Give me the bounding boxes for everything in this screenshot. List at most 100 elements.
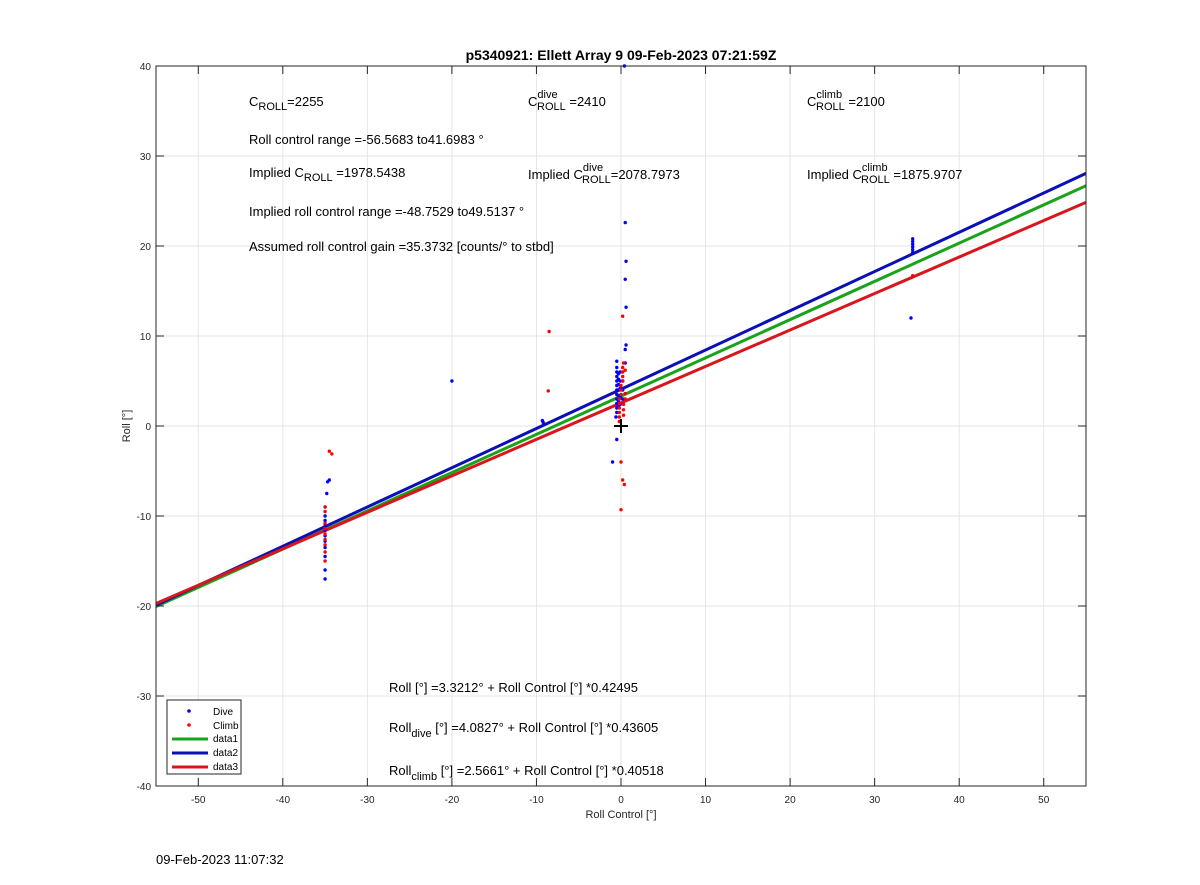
annotation-implied-c-roll-dive: Implied Cdive ROLL=2078.7973	[528, 162, 680, 186]
x-tick-label: -30	[360, 795, 375, 806]
data-point-dive	[615, 365, 619, 370]
data-point-dive	[624, 343, 628, 347]
legend-marker-climb	[187, 723, 191, 727]
fit-line-data3	[155, 200, 1087, 605]
legend-box	[166, 699, 242, 775]
data-point-climb	[621, 408, 626, 412]
data-point-dive	[615, 401, 619, 406]
data-point-dive	[910, 237, 915, 241]
y-tick-label: -30	[137, 692, 152, 703]
data-point-climb	[620, 379, 625, 383]
data-point-climb	[620, 314, 625, 318]
annotation-implied-c-roll: Implied CROLL =1978.5438	[249, 165, 405, 184]
data-point-dive	[618, 379, 622, 383]
x-tick-label: -10	[529, 795, 544, 806]
equation-dive: Rolldive [°] =4.0827° + Roll Control [°]…	[389, 720, 658, 740]
data-point-climb	[621, 413, 626, 417]
y-tick-label: 20	[140, 242, 152, 253]
data-point-dive	[323, 568, 327, 572]
data-point-climb	[546, 389, 550, 393]
data-point-dive	[323, 518, 327, 523]
legend-label-climb: Climb	[213, 721, 239, 732]
data-point-climb	[617, 406, 622, 410]
data-point-dive	[910, 239, 915, 244]
legend-label-dive: Dive	[213, 707, 233, 718]
data-point-dive	[623, 277, 627, 281]
x-tick-label: 30	[869, 795, 881, 806]
annotation-c-roll-climb: Cclimb ROLL =2100	[807, 89, 885, 113]
y-tick-label: 0	[145, 422, 151, 433]
axis-ticks: -50 -40 -30 -20 -10 0 10 20 30 40 50 -40 -30 -20 -10 0 1…	[137, 62, 1086, 806]
x-tick-label: -50	[191, 795, 206, 806]
data-point-dive	[910, 247, 915, 252]
chart-title: p5340921: Ellett Array 9 09-Feb-2023 07:…	[466, 47, 777, 63]
data-point-dive	[541, 420, 545, 425]
data-point-climb	[323, 521, 327, 525]
x-tick-label: -20	[445, 795, 460, 806]
data-point-dive	[623, 220, 627, 225]
data-point-climb	[617, 410, 622, 415]
y-axis-label: Roll [°]	[121, 410, 133, 443]
data-point-climb	[327, 449, 332, 453]
data-point-dive	[323, 554, 327, 559]
data-point-dive	[624, 259, 628, 263]
legend-label-data2: data2	[213, 748, 238, 759]
data-point-climb	[323, 509, 327, 514]
data-point-dive	[618, 370, 622, 374]
data-point-climb	[617, 401, 622, 406]
x-tick-label: 10	[700, 795, 712, 806]
data-point-climb	[619, 383, 623, 388]
data-point-climb	[620, 374, 625, 379]
x-tick-label: -40	[276, 795, 291, 806]
data-point-dive	[610, 460, 615, 464]
annotation-c-roll: CROLL=2255	[249, 94, 324, 113]
data-point-climb	[323, 537, 327, 542]
data-point-dive	[614, 415, 618, 419]
data-point-dive	[623, 347, 627, 352]
data-point-dive	[624, 305, 628, 309]
annotation-implied-c-roll-climb: Implied Cclimb ROLL =1875.9707	[807, 162, 962, 186]
data-point-climb	[623, 397, 627, 401]
data-point-climb	[620, 478, 625, 482]
y-tick-label: -10	[137, 512, 152, 523]
data-point-dive	[325, 491, 329, 496]
footer-timestamp: 09-Feb-2023 11:07:32	[156, 852, 284, 867]
data-point-dive	[615, 437, 619, 442]
x-tick-label: 0	[618, 795, 624, 806]
y-tick-label: -20	[137, 602, 152, 613]
data-point-dive	[615, 374, 619, 379]
data-point-dive	[450, 379, 454, 383]
annotation-c-roll-dive: Cdive ROLL =2410	[528, 89, 606, 113]
data-point-climb	[623, 391, 627, 396]
data-point-dive	[615, 359, 619, 363]
y-tick-label: 10	[140, 332, 152, 343]
data-point-climb	[547, 329, 551, 334]
data-point-dive	[910, 242, 915, 246]
legend-marker-dive	[187, 709, 191, 713]
data-point-climb	[619, 392, 623, 397]
x-tick-label: 50	[1038, 795, 1050, 806]
annotation-implied-range: Implied roll control range =-48.7529 to4…	[249, 204, 524, 219]
data-point-climb	[617, 415, 622, 419]
y-tick-label: -40	[137, 782, 152, 793]
data-point-dive	[910, 245, 915, 249]
data-point-climb	[617, 397, 622, 401]
equation-all: Roll [°] =3.3212° + Roll Control [°] *0.…	[389, 680, 638, 695]
data-point-climb	[620, 365, 625, 370]
legend-label-data1: data1	[213, 734, 238, 745]
data-point-climb	[323, 526, 327, 531]
data-point-dive	[323, 577, 327, 581]
data-point-dive	[327, 478, 332, 482]
data-point-climb	[622, 482, 627, 487]
data-point-climb	[619, 508, 623, 512]
data-point-climb	[323, 505, 327, 509]
data-point-dive	[620, 397, 625, 401]
legend-label-data3: data3	[213, 762, 238, 773]
data-point-climb	[323, 543, 327, 547]
data-point-climb	[323, 559, 327, 563]
data-point-dive	[323, 514, 327, 518]
data-point-climb	[623, 368, 627, 372]
legend: Dive Climb data1 data2 data3	[166, 699, 242, 775]
annotations: CROLL=2255 Cdive ROLL =2410 Cclimb ROLL =2…	[249, 89, 962, 783]
